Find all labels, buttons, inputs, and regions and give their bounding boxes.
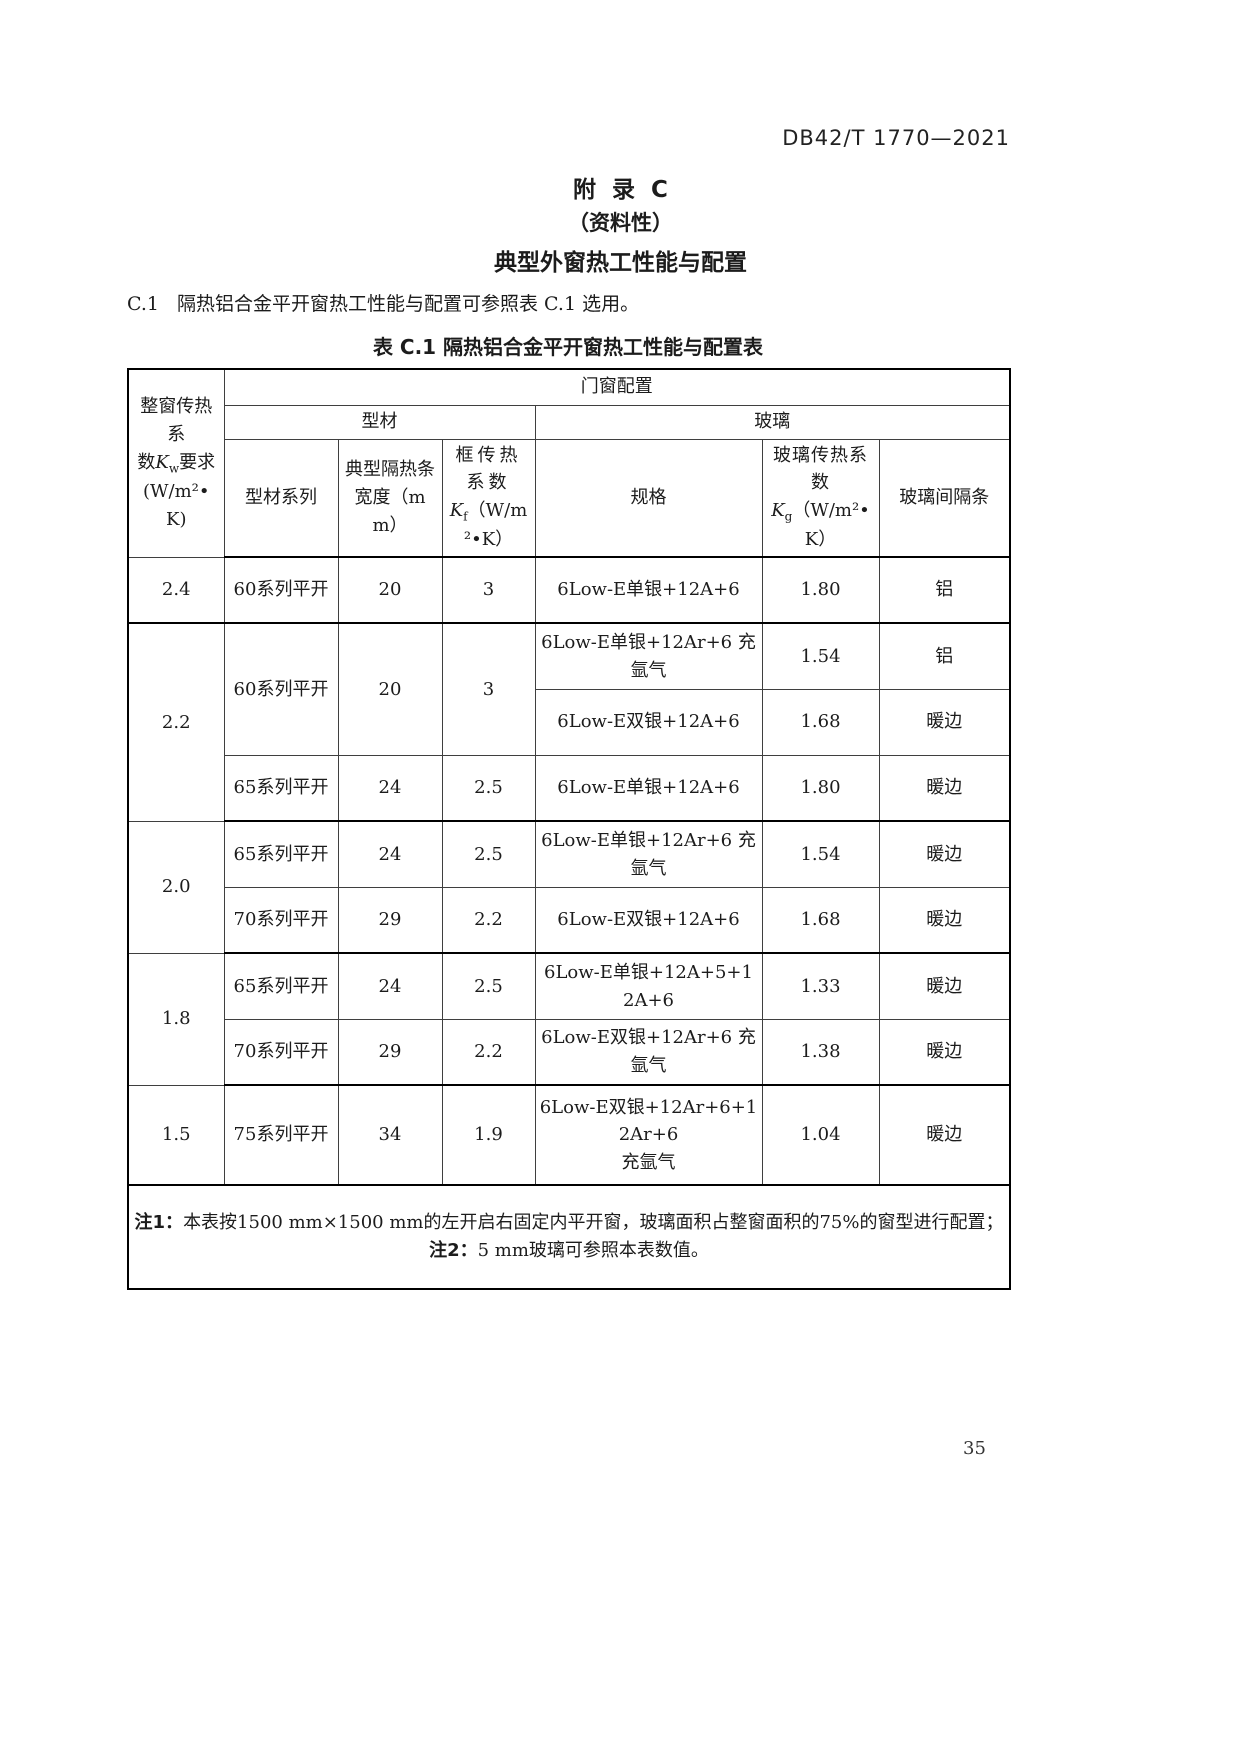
- table-cell-spacer: 暖边: [878, 1084, 1011, 1187]
- table-cell-spec: 6Low-E单银+12Ar+6 充氩气: [534, 622, 763, 690]
- table-cell-kf: 2.5: [441, 754, 536, 823]
- table-cell-kg: 1.38: [761, 1018, 880, 1087]
- table-notes: 注1：本表按1500 mm×1500 mm的左开启右固定内平开窗，玻璃面积占整窗…: [127, 1184, 1011, 1290]
- header-strip: 典型隔热条 宽度（mm）: [337, 438, 443, 559]
- table-cell-kg: 1.54: [761, 622, 880, 690]
- table-cell-series: 65系列平开: [223, 820, 339, 888]
- header-kw: 整窗传热系 数Kw要求 (W/m²•K): [127, 368, 225, 558]
- table-cell-strip: 24: [337, 754, 443, 823]
- table-cell-kf: 2.2: [441, 1018, 536, 1087]
- table-cell-spacer: 暖边: [878, 886, 1011, 955]
- section-paragraph: C.1 隔热铝合金平开窗热工性能与配置可参照表 C.1 选用。: [127, 289, 1027, 316]
- table-cell-strip: 34: [337, 1084, 443, 1187]
- table-cell-series: 60系列平开: [223, 622, 339, 756]
- table-cell-spacer: 暖边: [878, 754, 1011, 823]
- appendix-title: 附 录 C: [573, 177, 668, 203]
- header-spec: 规格: [534, 438, 763, 559]
- table-cell-kf: 2.5: [441, 952, 536, 1020]
- table-cell-kg: 1.33: [761, 952, 880, 1020]
- table-cell-spec: 6Low-E单银+12A+6: [534, 556, 763, 625]
- note-2: 注2：5 mm玻璃可参照本表数值。: [429, 1240, 709, 1262]
- header-spacer: 玻璃间隔条: [878, 438, 1011, 559]
- table-cell-spacer: 暖边: [878, 820, 1011, 888]
- table-cell-spec: 6Low-E单银+12Ar+6 充氩气: [534, 820, 763, 888]
- table-cell-kf: 1.9: [441, 1084, 536, 1187]
- table-cell-kg: 1.68: [761, 886, 880, 955]
- table-cell-spacer: 暖边: [878, 952, 1011, 1020]
- header-series: 型材系列: [223, 438, 339, 559]
- table-cell-spacer: 铝: [878, 622, 1011, 690]
- table-cell-spacer: 暖边: [878, 688, 1011, 756]
- table-cell-spacer: 铝: [878, 556, 1011, 625]
- table-cell-kf: 2.5: [441, 820, 536, 888]
- table-cell-spec: 6Low-E单银+12A+6: [534, 754, 763, 823]
- table-cell-kg: 1.80: [761, 556, 880, 625]
- table-cell-kw: 1.8: [127, 952, 225, 1086]
- table-cell-kf: 3: [441, 556, 536, 625]
- table-cell-kg: 1.54: [761, 820, 880, 888]
- table-cell-spec: 6Low-E单银+12A+5+12A+6: [534, 952, 763, 1020]
- table-cell-strip: 24: [337, 820, 443, 888]
- table-cell-strip: 29: [337, 1018, 443, 1087]
- table-cell-kw: 2.0: [127, 820, 225, 954]
- header-kw-unit: (W/m²•K): [143, 481, 210, 530]
- table-cell-kw: 2.2: [127, 622, 225, 822]
- table-cell-spacer: 暖边: [878, 1018, 1011, 1087]
- table-cell-kg: 1.80: [761, 754, 880, 823]
- header-kw-line1: 整窗传热系: [140, 396, 213, 445]
- table-cell-strip: 20: [337, 622, 443, 756]
- table-cell-kf: 3: [441, 622, 536, 756]
- table-cell-spec: 6Low-E双银+12A+6: [534, 886, 763, 955]
- table-cell-spec: 6Low-E双银+12Ar+6+12Ar+6 充氩气: [534, 1084, 763, 1187]
- appendix-heading: 典型外窗热工性能与配置: [494, 250, 747, 276]
- table-cell-strip: 20: [337, 556, 443, 625]
- header-kf: 框传热系数 Kf（W/m²•K）: [441, 438, 536, 559]
- table-cell-series: 60系列平开: [223, 556, 339, 625]
- header-kg: 玻璃传热系数 Kg（W/m²•K）: [761, 438, 880, 559]
- table-cell-kf: 2.2: [441, 886, 536, 955]
- standard-code: DB42/T 1770—2021: [782, 126, 1010, 150]
- table-cell-spec: 6Low-E双银+12Ar+6 充氩气: [534, 1018, 763, 1087]
- table-cell-strip: 24: [337, 952, 443, 1020]
- table-cell-series: 65系列平开: [223, 952, 339, 1020]
- table-cell-spec: 6Low-E双银+12A+6: [534, 688, 763, 756]
- table-caption: 表 C.1 隔热铝合金平开窗热工性能与配置表: [372, 335, 764, 359]
- section-label: C.1: [127, 293, 159, 315]
- table-cell-kw: 1.5: [127, 1084, 225, 1187]
- thermal-performance-table: 整窗传热系 数Kw要求 (W/m²•K) 门窗配置 型材 玻璃 型材系列 典型隔…: [127, 368, 1012, 1291]
- appendix-subtitle: （资料性）: [568, 211, 673, 235]
- table-cell-series: 65系列平开: [223, 754, 339, 823]
- table-cell-kg: 1.68: [761, 688, 880, 756]
- page-number: 35: [963, 1438, 986, 1459]
- header-config: 门窗配置: [223, 368, 1011, 406]
- table-cell-series: 70系列平开: [223, 1018, 339, 1087]
- header-glass: 玻璃: [534, 404, 1011, 440]
- table-cell-kw: 2.4: [127, 556, 225, 625]
- note-1: 注1：本表按1500 mm×1500 mm的左开启右固定内平开窗，玻璃面积占整窗…: [134, 1212, 1004, 1234]
- header-profile: 型材: [223, 404, 536, 440]
- header-kw-line2: 数Kw要求: [137, 451, 216, 476]
- section-text: 隔热铝合金平开窗热工性能与配置可参照表 C.1 选用。: [177, 293, 640, 315]
- table-cell-strip: 29: [337, 886, 443, 955]
- table-cell-series: 70系列平开: [223, 886, 339, 955]
- table-cell-kg: 1.04: [761, 1084, 880, 1187]
- table-cell-series: 75系列平开: [223, 1084, 339, 1187]
